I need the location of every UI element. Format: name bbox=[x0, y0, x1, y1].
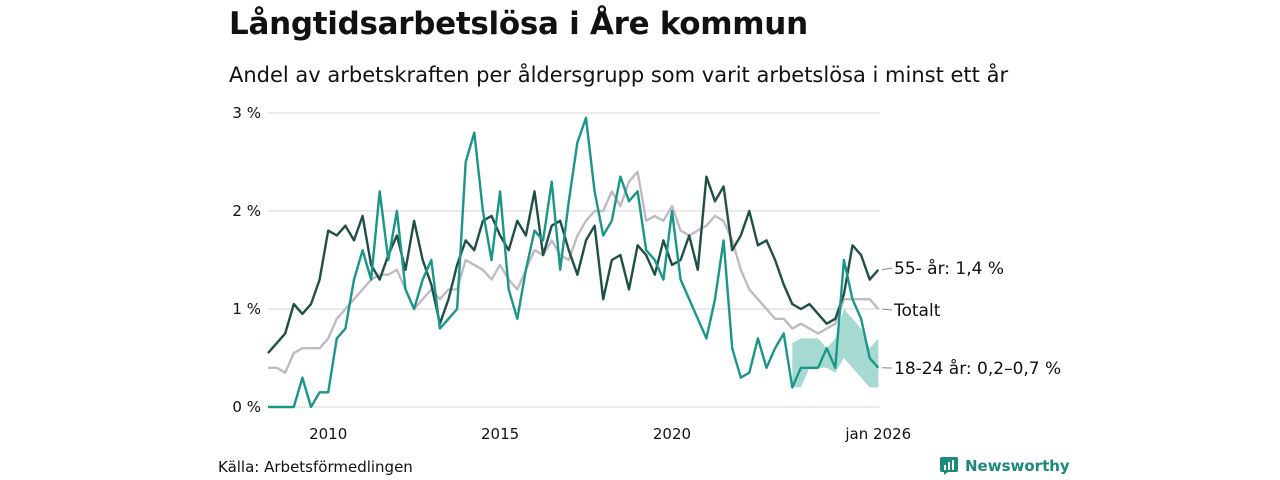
chart-title: Långtidsarbetslösa i Åre kommun bbox=[229, 6, 808, 42]
brand-logo: Newsworthy bbox=[939, 456, 1070, 476]
leader-line bbox=[881, 267, 893, 271]
y-tick-label: 1 % bbox=[232, 300, 261, 318]
chart-subtitle: Andel av arbetskraften per åldersgrupp s… bbox=[229, 63, 1009, 87]
leader-line bbox=[881, 308, 893, 311]
end-label-18-24: 18-24 år: 0,2–0,7 % bbox=[894, 358, 1061, 379]
series-line-totalt bbox=[268, 170, 880, 374]
series-line-18-24 bbox=[268, 116, 880, 409]
y-tick-label: 3 % bbox=[232, 104, 261, 122]
newsworthy-icon bbox=[940, 457, 958, 475]
x-axis: 2010 2015 2020 jan 2026 bbox=[309, 425, 911, 443]
grid-layer bbox=[268, 112, 880, 408]
x-tick-label: 2020 bbox=[653, 425, 691, 443]
y-tick-label: 2 % bbox=[232, 202, 261, 220]
x-tick-label: 2010 bbox=[309, 425, 347, 443]
x-tick-label: 2015 bbox=[481, 425, 519, 443]
y-tick-label: 0 % bbox=[232, 398, 261, 416]
series-line-55 bbox=[267, 175, 880, 354]
source-note: Källa: Arbetsförmedlingen bbox=[218, 458, 413, 476]
end-label-totalt: Totalt bbox=[893, 301, 941, 321]
end-label-55: 55- år: 1,4 % bbox=[894, 258, 1004, 279]
x-tick-label: jan 2026 bbox=[844, 425, 911, 443]
brand-name: Newsworthy bbox=[965, 457, 1070, 475]
y-axis: 0 % 1 % 2 % 3 % bbox=[232, 104, 261, 416]
series-layer bbox=[267, 116, 880, 409]
end-labels: 55- år: 1,4 % Totalt 18-24 år: 0,2–0,7 % bbox=[881, 258, 1061, 379]
